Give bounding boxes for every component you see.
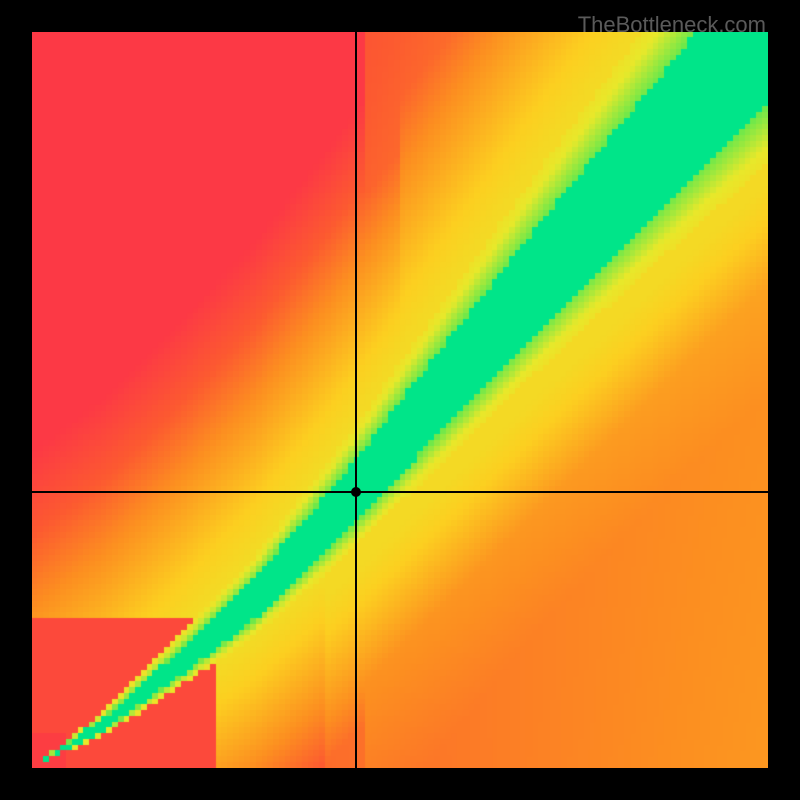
chart-container: [32, 32, 768, 768]
crosshair-vertical-line: [355, 32, 357, 768]
crosshair-marker-dot: [351, 487, 361, 497]
crosshair-horizontal-line: [32, 491, 768, 493]
bottleneck-heatmap: [32, 32, 768, 768]
watermark-text: TheBottleneck.com: [578, 12, 766, 38]
